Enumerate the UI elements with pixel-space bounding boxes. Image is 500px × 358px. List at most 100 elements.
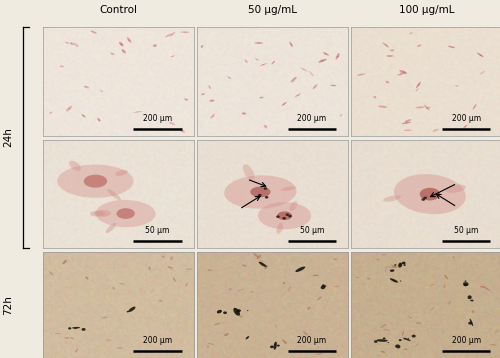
Ellipse shape — [318, 347, 320, 349]
Ellipse shape — [409, 32, 413, 34]
Ellipse shape — [448, 46, 455, 48]
Ellipse shape — [290, 77, 296, 82]
Ellipse shape — [250, 187, 270, 197]
Ellipse shape — [373, 96, 376, 98]
Ellipse shape — [414, 343, 419, 347]
Ellipse shape — [162, 256, 165, 258]
Ellipse shape — [258, 262, 266, 267]
Ellipse shape — [410, 33, 411, 34]
Ellipse shape — [405, 122, 407, 123]
Ellipse shape — [412, 335, 416, 338]
Ellipse shape — [404, 349, 407, 350]
Ellipse shape — [255, 58, 258, 61]
Ellipse shape — [274, 342, 277, 350]
Ellipse shape — [340, 114, 342, 116]
Ellipse shape — [110, 53, 114, 55]
Ellipse shape — [391, 266, 398, 268]
Ellipse shape — [323, 52, 329, 55]
Ellipse shape — [224, 333, 229, 336]
Circle shape — [470, 300, 471, 301]
Ellipse shape — [75, 349, 78, 353]
Ellipse shape — [320, 285, 326, 289]
Circle shape — [468, 322, 472, 325]
Ellipse shape — [165, 34, 171, 38]
Circle shape — [394, 281, 396, 282]
Ellipse shape — [82, 115, 84, 116]
Ellipse shape — [148, 267, 150, 270]
Ellipse shape — [424, 105, 430, 111]
Ellipse shape — [416, 322, 422, 324]
Text: 200 µm: 200 µm — [452, 114, 481, 124]
Ellipse shape — [380, 351, 385, 353]
Ellipse shape — [133, 111, 142, 113]
Ellipse shape — [288, 286, 291, 291]
Ellipse shape — [416, 82, 420, 88]
Ellipse shape — [321, 60, 323, 62]
Ellipse shape — [68, 108, 70, 109]
Ellipse shape — [58, 165, 134, 198]
Ellipse shape — [394, 174, 466, 214]
Ellipse shape — [170, 55, 174, 57]
Text: 24h: 24h — [4, 127, 14, 147]
Ellipse shape — [207, 343, 214, 345]
Text: 50 µm: 50 µm — [454, 226, 478, 235]
Ellipse shape — [297, 95, 299, 96]
Ellipse shape — [237, 289, 244, 292]
Ellipse shape — [380, 324, 386, 328]
Ellipse shape — [316, 296, 322, 301]
Circle shape — [398, 339, 402, 341]
Text: 72h: 72h — [4, 295, 14, 315]
Ellipse shape — [257, 59, 258, 60]
Circle shape — [422, 198, 425, 201]
Ellipse shape — [472, 104, 476, 110]
Text: 200 µm: 200 µm — [452, 336, 481, 345]
Ellipse shape — [284, 342, 288, 344]
Text: 200 µm: 200 µm — [143, 336, 172, 345]
Ellipse shape — [395, 344, 400, 348]
Ellipse shape — [446, 184, 466, 193]
Ellipse shape — [384, 329, 390, 331]
Ellipse shape — [214, 323, 220, 325]
Ellipse shape — [468, 295, 471, 299]
Ellipse shape — [480, 286, 486, 288]
Ellipse shape — [376, 339, 388, 342]
Ellipse shape — [119, 283, 124, 284]
Ellipse shape — [201, 45, 203, 48]
Ellipse shape — [453, 256, 454, 258]
Circle shape — [265, 196, 268, 199]
Circle shape — [74, 328, 76, 329]
Ellipse shape — [153, 44, 157, 47]
Circle shape — [464, 280, 466, 282]
Text: 100 µg/mL: 100 µg/mL — [399, 5, 454, 15]
Ellipse shape — [273, 62, 274, 63]
Ellipse shape — [300, 67, 308, 72]
Ellipse shape — [254, 253, 258, 257]
Circle shape — [68, 327, 71, 330]
Circle shape — [388, 342, 389, 343]
Ellipse shape — [477, 53, 484, 57]
Ellipse shape — [208, 85, 211, 89]
Circle shape — [402, 262, 406, 265]
Ellipse shape — [356, 277, 360, 278]
Ellipse shape — [360, 74, 362, 75]
Ellipse shape — [385, 268, 386, 272]
Ellipse shape — [246, 61, 248, 62]
Ellipse shape — [402, 338, 407, 340]
Ellipse shape — [333, 258, 337, 260]
Ellipse shape — [67, 42, 68, 43]
Ellipse shape — [389, 56, 390, 57]
Ellipse shape — [418, 84, 420, 85]
Ellipse shape — [382, 43, 389, 48]
Ellipse shape — [260, 63, 268, 66]
Ellipse shape — [100, 90, 103, 92]
Ellipse shape — [217, 310, 222, 313]
Ellipse shape — [102, 317, 108, 319]
Ellipse shape — [120, 44, 122, 45]
Ellipse shape — [173, 277, 176, 282]
Ellipse shape — [112, 287, 115, 290]
Ellipse shape — [73, 43, 78, 47]
Ellipse shape — [170, 32, 175, 37]
Circle shape — [324, 286, 326, 287]
Ellipse shape — [336, 56, 339, 57]
Ellipse shape — [312, 275, 319, 276]
